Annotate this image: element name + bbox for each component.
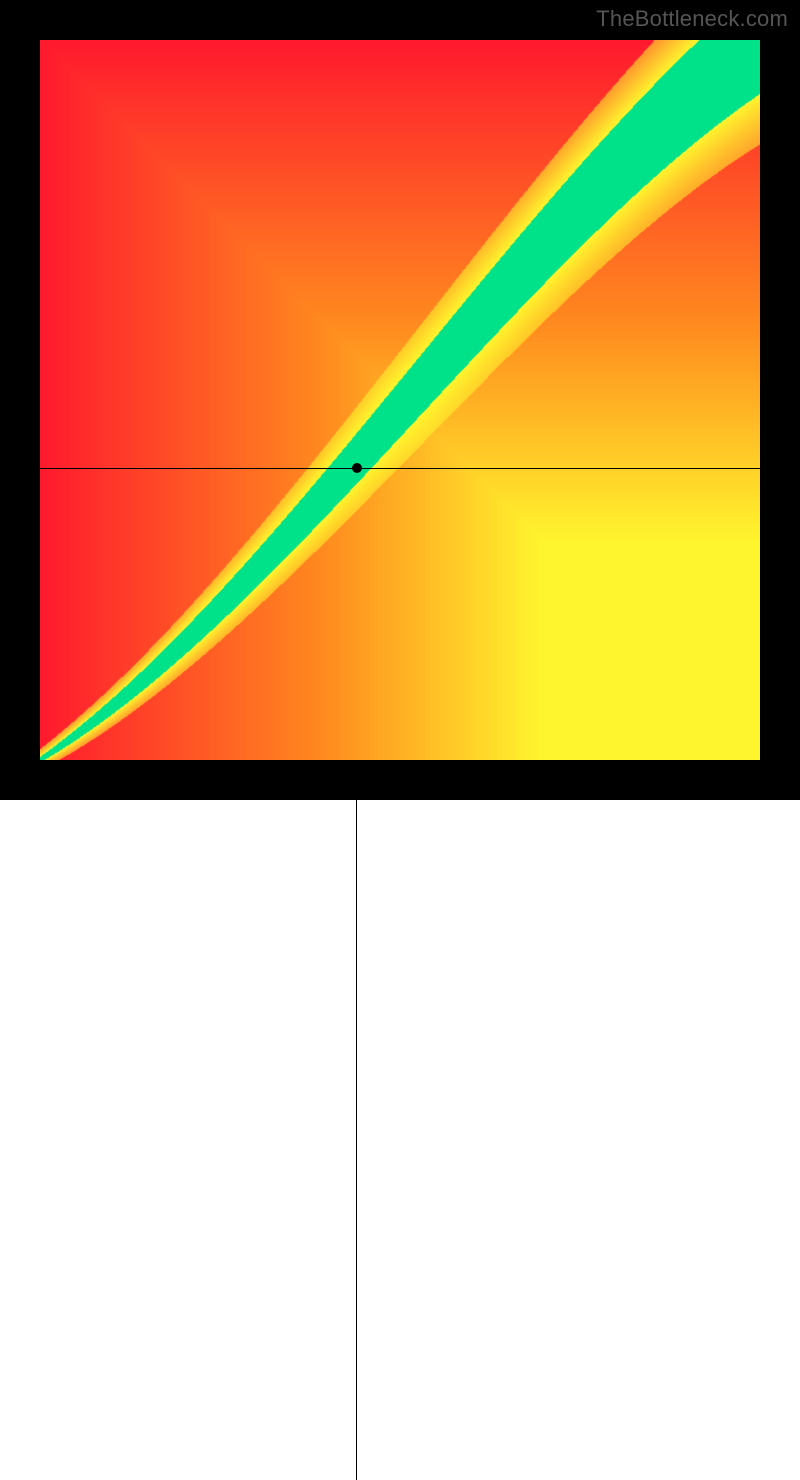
crosshair-horizontal (40, 468, 760, 469)
chart-container: TheBottleneck.com (0, 0, 800, 800)
heatmap-canvas (40, 40, 760, 760)
attribution-text: TheBottleneck.com (596, 6, 788, 32)
plot-area (40, 40, 760, 760)
crosshair-vertical (356, 760, 357, 1480)
crosshair-marker (352, 463, 362, 473)
